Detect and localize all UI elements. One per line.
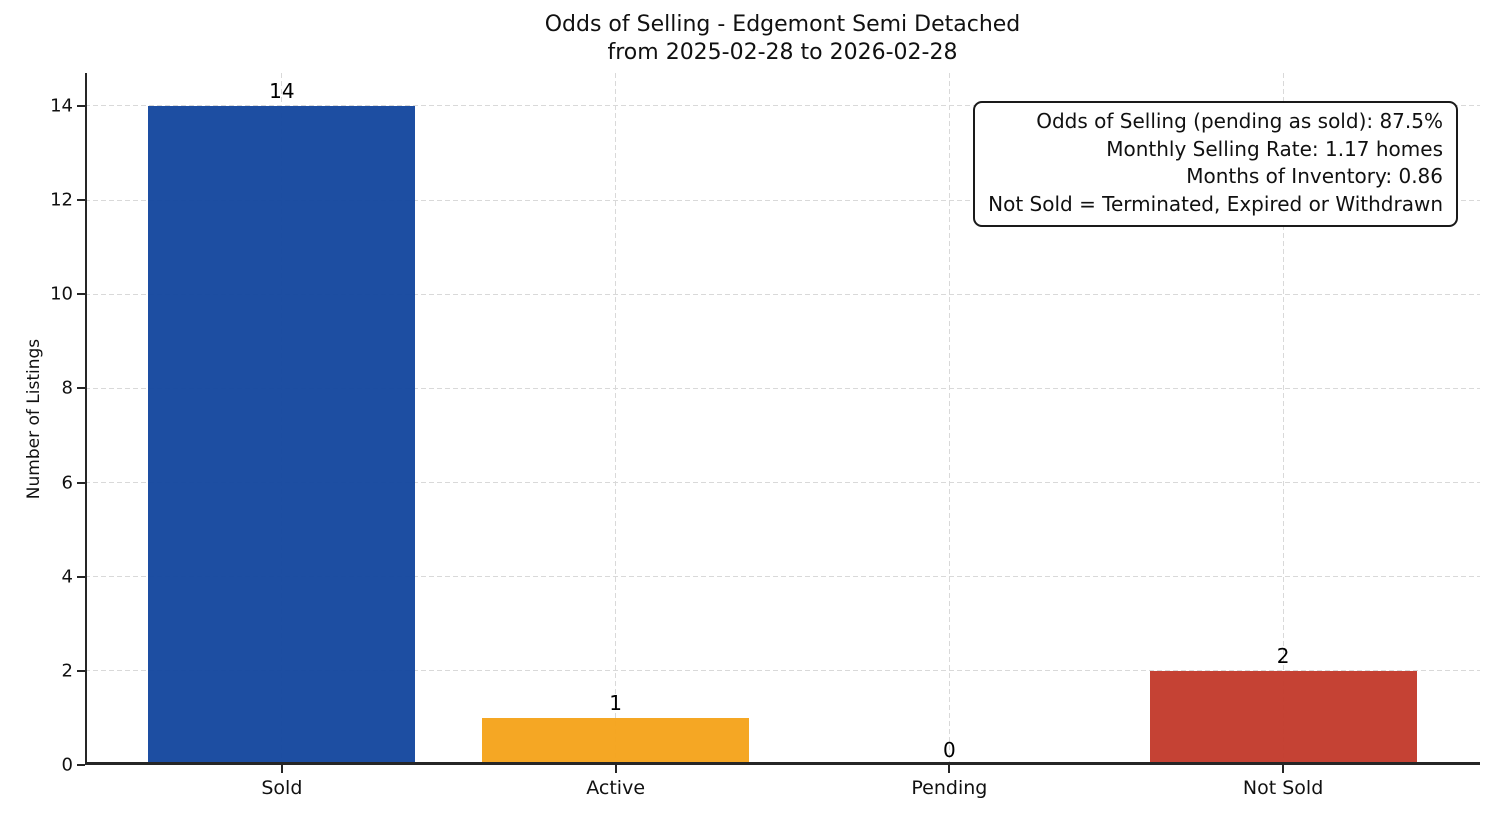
x-tick-mark [1282,765,1285,773]
x-axis-spine [85,762,1480,765]
x-tick-mark [614,765,617,773]
gridline-vertical [615,73,617,765]
gridline-horizontal [85,105,1480,107]
x-tick-mark [948,765,951,773]
chart-title: Odds of Selling - Edgemont Semi Detached… [85,11,1480,67]
stat-months-of-inventory: Months of Inventory: 0.86 [1186,164,1443,188]
gridline-horizontal [85,576,1480,578]
x-tick-label: Active [586,777,646,799]
y-tick-mark [77,387,85,390]
y-tick-mark [77,575,85,578]
y-tick-label: 6 [61,472,73,494]
gridline-horizontal [85,670,1480,672]
y-tick-label: 8 [61,377,73,399]
stats-annotation-box: Odds of Selling (pending as sold): 87.5%… [973,101,1458,227]
bar-active [482,717,750,765]
gridline-horizontal [85,199,1480,201]
plot-area: 14 1 0 2 0 2 4 6 8 10 12 14 Sold Active Pending Not So… [24,73,1480,799]
y-tick-mark [77,293,85,296]
y-axis-spine [85,73,87,765]
y-tick-label: 14 [50,95,73,117]
gridline-vertical [1282,73,1284,765]
y-tick-label: 10 [50,283,73,305]
y-tick-mark [77,104,85,107]
gridline-horizontal [85,293,1480,295]
bar-value-label: 2 [1276,643,1290,668]
y-tick-label: 2 [61,660,73,682]
stat-odds-of-selling: Odds of Selling (pending as sold): 87.5% [1036,109,1443,133]
bar-not-sold [1149,670,1417,765]
gridline-vertical [948,73,950,765]
stat-not-sold-definition: Not Sold = Terminated, Expired or Withdr… [988,191,1443,216]
x-tick-mark [280,765,283,773]
y-tick-mark [77,669,85,672]
x-tick-label: Sold [261,777,303,799]
chart-title-line2: from 2025-02-28 to 2026-02-28 [607,40,958,65]
bar-value-label: 1 [609,690,622,715]
x-tick-label: Not Sold [1242,777,1324,799]
y-tick-label: 12 [50,189,73,211]
y-tick-mark [77,199,85,202]
y-axis-label: Number of Listings [24,338,44,500]
chart-title-line1: Odds of Selling - Edgemont Semi Detached [544,12,1021,37]
y-tick-label: 4 [61,566,73,588]
x-tick-label: Pending [911,777,988,799]
gridline-horizontal [85,387,1480,389]
bar-value-label: 14 [269,78,295,103]
stat-monthly-selling-rate: Monthly Selling Rate: 1.17 homes [1106,136,1443,161]
y-tick-mark [77,764,85,766]
y-tick-label: 0 [61,754,73,776]
gridline-horizontal [85,482,1480,484]
bar-value-label: 0 [942,738,956,762]
y-tick-mark [77,481,85,484]
bar-sold [148,105,416,765]
